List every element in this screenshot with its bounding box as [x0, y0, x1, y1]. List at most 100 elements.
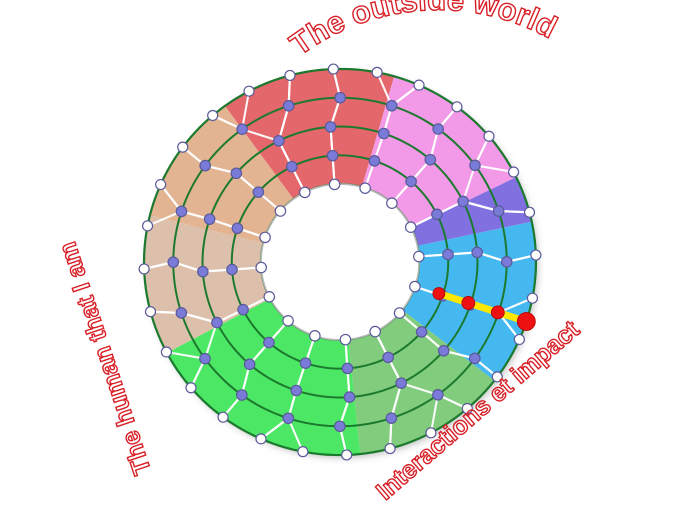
mesh-node	[468, 352, 481, 365]
mesh-node	[523, 206, 536, 218]
mesh-node	[339, 333, 352, 346]
mesh-node	[175, 307, 188, 319]
mesh-node	[284, 69, 296, 82]
mesh-node	[409, 280, 421, 293]
mesh-node	[199, 352, 211, 365]
mesh-node	[507, 166, 520, 178]
mesh-node	[451, 101, 463, 113]
mesh-spoke	[241, 90, 251, 131]
mesh-node	[185, 382, 197, 394]
mesh-node	[437, 344, 450, 357]
mesh-node	[326, 149, 339, 162]
mesh-node	[285, 160, 298, 173]
mesh-node	[211, 316, 223, 329]
mesh-node	[263, 336, 275, 349]
mesh-node	[144, 306, 157, 318]
ring-arc-4	[142, 67, 538, 457]
sector-tan-sector	[143, 215, 272, 354]
ring-arc-3	[172, 96, 508, 428]
mesh-node	[369, 325, 381, 338]
mesh-node	[290, 384, 303, 397]
mesh-node	[155, 178, 167, 191]
mesh-node	[432, 388, 444, 401]
mesh-spoke	[180, 311, 218, 324]
label-human-that-i-am-text: The human that I am	[54, 239, 157, 479]
mesh-node	[297, 446, 309, 458]
mesh-node	[415, 326, 428, 338]
mesh-node	[230, 167, 243, 180]
mesh-node	[272, 135, 285, 147]
mesh-node	[160, 346, 172, 358]
highlight-node[interactable]	[490, 305, 505, 320]
mesh-node	[385, 99, 398, 112]
mesh-node	[384, 442, 396, 455]
mesh-spoke	[400, 382, 439, 396]
mesh-node	[526, 292, 539, 304]
mesh-node	[413, 250, 425, 263]
mesh-node	[324, 121, 337, 133]
mesh-node	[334, 91, 346, 104]
mesh-node	[341, 362, 354, 375]
sector-purple-sector	[410, 176, 533, 246]
mesh-node	[393, 307, 406, 319]
mesh-node	[175, 205, 188, 218]
mesh-node	[255, 433, 267, 445]
mesh-spoke	[203, 321, 218, 360]
mesh-node	[377, 127, 390, 140]
mesh-node	[442, 248, 454, 261]
mesh-node	[492, 205, 505, 217]
mesh-spoke	[473, 164, 515, 174]
mesh-node	[371, 66, 383, 78]
mesh-spoke	[462, 200, 500, 213]
mesh-node	[471, 246, 483, 259]
mesh-node	[236, 389, 248, 401]
mesh-node	[404, 221, 417, 233]
mesh-node	[263, 290, 276, 303]
mesh-node	[199, 159, 212, 172]
highlight-node[interactable]	[461, 296, 476, 310]
mesh-spoke	[390, 382, 403, 420]
mesh-spoke	[165, 350, 207, 360]
mesh-node	[413, 79, 425, 91]
mesh-node	[432, 123, 444, 135]
mesh-node	[167, 256, 180, 268]
label-outside-world-text: The outside world	[283, 0, 562, 62]
mesh-node	[328, 178, 341, 191]
highlight-node[interactable]	[516, 312, 536, 331]
mesh-spoke	[462, 164, 477, 203]
mesh-node	[334, 420, 346, 433]
highlight-path-group[interactable]	[432, 287, 536, 331]
mesh-node	[259, 231, 271, 244]
mesh-node	[530, 249, 542, 261]
mesh-node	[513, 333, 525, 346]
mesh-node	[207, 109, 219, 122]
mesh-node	[327, 63, 339, 75]
mesh-node	[457, 195, 469, 208]
mesh-node	[385, 412, 398, 424]
mesh-node	[138, 263, 150, 275]
mesh-node	[500, 256, 513, 268]
mesh-node	[236, 123, 248, 136]
mesh-node	[282, 412, 295, 425]
mesh-node	[237, 303, 249, 316]
mesh-spoke	[429, 393, 439, 434]
mesh-node	[491, 371, 503, 383]
mesh-node	[343, 391, 356, 403]
mesh-node	[382, 351, 394, 364]
highlight-node[interactable]	[432, 287, 446, 300]
mesh-node	[405, 175, 417, 188]
mesh-node	[243, 358, 256, 371]
mesh-node	[299, 186, 311, 199]
sector-red-sector	[224, 67, 395, 200]
mesh-spoke	[287, 417, 304, 453]
mesh-spoke	[277, 104, 290, 142]
mesh-spoke	[376, 71, 393, 107]
mesh-node	[231, 222, 244, 235]
mesh-node	[217, 411, 229, 423]
mesh-node	[282, 100, 295, 112]
mesh-node	[255, 261, 267, 274]
mesh-node	[341, 449, 353, 461]
mesh-node	[425, 427, 437, 439]
mesh-node	[252, 186, 265, 198]
